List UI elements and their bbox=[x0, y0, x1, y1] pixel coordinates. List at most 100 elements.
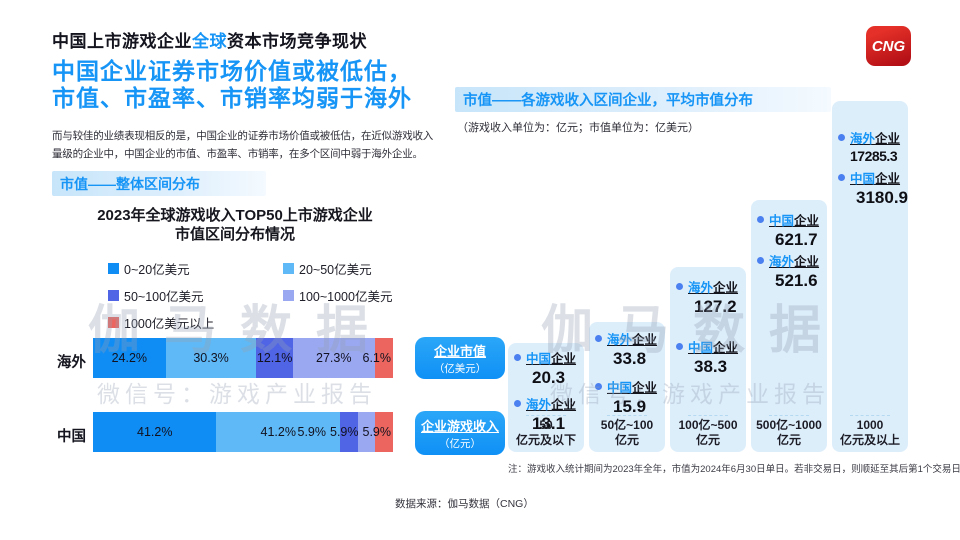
bar-row-label-overseas: 海外 bbox=[57, 355, 86, 371]
bullet-dot-icon bbox=[838, 174, 845, 181]
footnote: 注：游戏收入统计期间为2023年全年，市值为2024年6月30日单日。若非交易日… bbox=[508, 464, 960, 475]
stacked-bar-overseas: 24.2% 30.3% 12.1% 27.3% 6.1% bbox=[93, 338, 393, 378]
income-range-label: 1000 亿元及以上 bbox=[839, 418, 900, 447]
legend-swatch bbox=[108, 263, 119, 274]
legend-item: 0~20亿美元 bbox=[108, 259, 283, 278]
bar-segment: 41.2% bbox=[216, 412, 340, 452]
segment-value-label: 41.2% bbox=[260, 425, 296, 439]
avg-marketcap-entry: 中国企业 38.3 bbox=[676, 337, 740, 377]
row-pill-game-revenue-unit: （亿元） bbox=[439, 437, 481, 450]
right-section-subtitle: （游戏收入单位为：亿元；市值单位为：亿美元） bbox=[457, 122, 699, 134]
row-pill-marketcap-label: 企业市值 bbox=[433, 343, 486, 359]
legend-swatch bbox=[108, 317, 119, 328]
page-title: 中国上市游戏企业全球资本市场竞争现状 bbox=[52, 27, 367, 52]
dashed-divider bbox=[850, 415, 890, 416]
avg-marketcap-entry: 海外企业 13.1 bbox=[514, 394, 578, 434]
income-range-label: 50亿~100 亿元 bbox=[600, 418, 654, 447]
avg-marketcap-entry: 海外企业 127.2 bbox=[676, 277, 740, 317]
avg-marketcap-entry: 中国企业 3180.9 bbox=[838, 168, 908, 208]
bar-row-label-china: 中国 bbox=[57, 429, 86, 445]
bullet-dot-icon bbox=[838, 134, 845, 141]
company-name: 中国企业 bbox=[607, 381, 658, 395]
legend-swatch bbox=[283, 263, 294, 274]
legend-item: 1000亿美元以上 bbox=[108, 313, 283, 332]
avg-marketcap-entry: 中国企业 621.7 bbox=[757, 210, 821, 250]
company-name: 海外企业 bbox=[850, 132, 901, 146]
avg-marketcap-entry: 海外企业 17285.3 bbox=[838, 128, 902, 164]
stacked-bar-china: 41.2% 41.2% 5.9% 5.9% 5.9% bbox=[93, 412, 393, 452]
bar-segment: 41.2% bbox=[93, 412, 217, 452]
income-range-column: 海外企业 17285.3 中国企业 3180.9 1000 亿元及以上 bbox=[832, 101, 908, 452]
avg-marketcap-entry: 中国企业 15.9 bbox=[595, 377, 659, 417]
avg-marketcap-value: 521.6 bbox=[775, 271, 818, 290]
bullet-dot-icon bbox=[514, 354, 521, 361]
bar-segment bbox=[375, 412, 393, 452]
dashed-divider bbox=[607, 415, 647, 416]
avg-marketcap-value: 127.2 bbox=[694, 297, 737, 316]
legend-item: 20~50亿美元 bbox=[283, 259, 392, 278]
bar-segment bbox=[357, 412, 376, 452]
dashed-divider bbox=[769, 415, 809, 416]
bar-segment: 24.2% bbox=[93, 338, 166, 378]
data-source: 数据来源：伽马数据（CNG） bbox=[395, 498, 534, 510]
segment-value-label: 30.3% bbox=[193, 351, 229, 365]
avg-marketcap-value: 17285.3 bbox=[850, 148, 898, 164]
legend-swatch bbox=[108, 290, 119, 301]
avg-marketcap-value: 33.8 bbox=[613, 349, 647, 368]
small-segment-labels: 6.1% bbox=[363, 338, 392, 378]
legend-label: 0~20亿美元 bbox=[124, 263, 190, 277]
income-range-label: 50 亿元及以下 bbox=[515, 418, 576, 447]
avg-marketcap-entry: 海外企业 521.6 bbox=[757, 251, 821, 291]
legend-item: 50~100亿美元 bbox=[108, 286, 283, 305]
headline: 中国企业证券市场价值或被低估， 市值、市盈率、市销率均弱于海外 bbox=[52, 58, 412, 112]
segment-value-label: 24.2% bbox=[111, 351, 148, 365]
company-name: 海外企业 bbox=[688, 281, 739, 295]
bar-segment: 12.1% bbox=[256, 338, 293, 378]
legend-label: 100~1000亿美元 bbox=[299, 290, 393, 304]
segment-value-label: 5.9% bbox=[362, 425, 392, 439]
avg-marketcap-value: 13.1 bbox=[532, 414, 566, 433]
avg-marketcap-value: 3180.9 bbox=[856, 188, 908, 207]
bar-segment bbox=[339, 412, 358, 452]
segment-value-label: 6.1% bbox=[362, 351, 392, 365]
dashed-divider bbox=[526, 415, 566, 416]
segment-value-label: 12.1% bbox=[256, 351, 293, 365]
avg-marketcap-entry: 中国企业 20.3 bbox=[514, 348, 578, 388]
avg-marketcap-entry: 海外企业 33.8 bbox=[595, 329, 659, 369]
bullet-dot-icon bbox=[514, 400, 521, 407]
left-chart-title-line2: 市值区间分布情况 bbox=[174, 226, 295, 243]
bar-segment: 27.3% bbox=[292, 338, 375, 378]
bullet-dot-icon bbox=[676, 283, 683, 290]
stepped-column-chart: 中国企业 20.3 海外企业 13.1 50 亿元及以下 海外企业 33.8 中国企业 15.9 5… bbox=[508, 97, 908, 452]
income-range-column: 海外企业 33.8 中国企业 15.9 50亿~100 亿元 bbox=[589, 322, 665, 452]
legend-label: 50~100亿美元 bbox=[124, 290, 204, 304]
company-name: 中国企业 bbox=[688, 341, 739, 355]
left-chart-legend: 0~20亿美元 20~50亿美元 50~100亿美元 100~1000亿美元 1000亿… bbox=[108, 259, 392, 332]
row-pill-game-revenue: 企业游戏收入 （亿元） bbox=[415, 411, 505, 455]
left-section-header: 市值——整体区间分布 bbox=[52, 171, 266, 196]
income-range-column: 海外企业 127.2 中国企业 38.3 100亿~500 亿元 bbox=[670, 267, 746, 452]
cng-logo: CNG bbox=[866, 26, 911, 66]
page-title-part1: 中国上市游戏企业 bbox=[52, 32, 192, 51]
legend-label: 20~50亿美元 bbox=[299, 263, 372, 277]
small-segment-labels: 5.9% 5.9% 5.9% bbox=[298, 412, 392, 452]
row-pill-marketcap-unit: （亿美元） bbox=[433, 362, 487, 375]
row-pill-marketcap: 企业市值 （亿美元） bbox=[415, 337, 505, 379]
bullet-dot-icon bbox=[757, 216, 764, 223]
right-section-header: 市值——各游戏收入区间企业，平均市值分布 bbox=[455, 87, 831, 112]
company-name: 海外企业 bbox=[769, 255, 820, 269]
income-range-label: 100亿~500 亿元 bbox=[678, 418, 738, 447]
legend-item: 100~1000亿美元 bbox=[283, 286, 392, 305]
left-chart-title: 2023年全球游戏收入TOP50上市游戏企业 市值区间分布情况 bbox=[70, 206, 400, 244]
company-name: 中国企业 bbox=[850, 172, 901, 186]
segment-value-label: 5.9% bbox=[297, 425, 327, 439]
income-range-column: 中国企业 20.3 海外企业 13.1 50 亿元及以下 bbox=[508, 343, 584, 452]
intro-paragraph: 而与较佳的业绩表现相反的是，中国企业的证券市场价值或被低估，在近似游戏收入 量级… bbox=[52, 127, 433, 163]
segment-value-label: 27.3% bbox=[316, 351, 352, 365]
page-title-part2: 全球 bbox=[192, 32, 227, 51]
bullet-dot-icon bbox=[676, 343, 683, 350]
headline-line2: 市值、市盈率、市销率均弱于海外 bbox=[52, 85, 412, 111]
avg-marketcap-value: 38.3 bbox=[694, 357, 728, 376]
legend-swatch bbox=[283, 290, 294, 301]
